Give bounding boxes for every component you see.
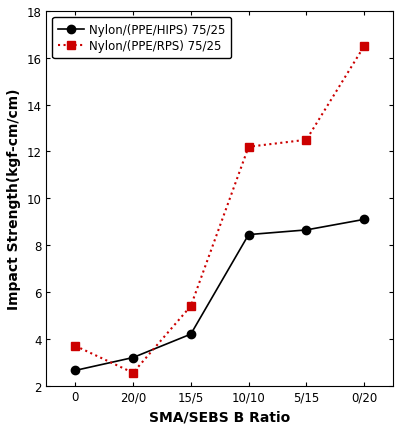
Y-axis label: Impact Strength(kgf-cm/cm): Impact Strength(kgf-cm/cm) [7, 88, 21, 309]
Line: Nylon/(PPE/RPS) 75/25: Nylon/(PPE/RPS) 75/25 [71, 43, 368, 377]
Nylon/(PPE/RPS) 75/25 [131, 370, 136, 375]
Line: Nylon/(PPE/HIPS) 75/25: Nylon/(PPE/HIPS) 75/25 [71, 216, 368, 375]
Nylon/(PPE/RPS) 75/25 [246, 145, 251, 150]
Nylon/(PPE/RPS) 75/25 [73, 344, 78, 349]
Legend: Nylon/(PPE/HIPS) 75/25, Nylon/(PPE/RPS) 75/25: Nylon/(PPE/HIPS) 75/25, Nylon/(PPE/RPS) … [52, 18, 231, 59]
Nylon/(PPE/HIPS) 75/25 [131, 355, 136, 360]
X-axis label: SMA/SEBS B Ratio: SMA/SEBS B Ratio [149, 409, 290, 423]
Nylon/(PPE/RPS) 75/25 [188, 304, 193, 309]
Nylon/(PPE/HIPS) 75/25 [246, 233, 251, 238]
Nylon/(PPE/RPS) 75/25 [304, 138, 309, 143]
Nylon/(PPE/HIPS) 75/25 [362, 217, 366, 222]
Nylon/(PPE/RPS) 75/25 [362, 44, 366, 49]
Nylon/(PPE/HIPS) 75/25 [304, 228, 309, 233]
Nylon/(PPE/HIPS) 75/25 [73, 368, 78, 373]
Nylon/(PPE/HIPS) 75/25 [188, 332, 193, 337]
